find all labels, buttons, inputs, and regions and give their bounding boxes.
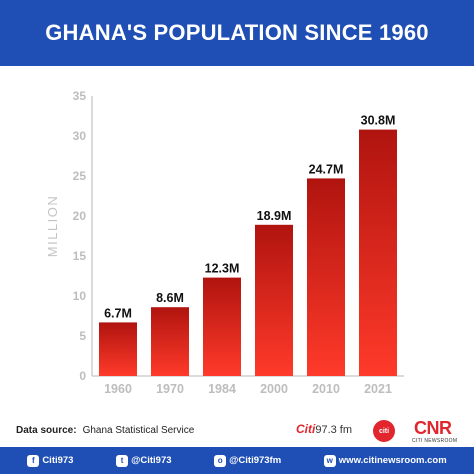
bar: [99, 322, 137, 376]
x-tick-label: 1984: [208, 382, 236, 396]
data-source: Data source: Ghana Statistical Service: [16, 425, 194, 436]
x-tick-label: 1970: [156, 382, 184, 396]
y-tick-label: 0: [79, 369, 86, 383]
citi-logo: Citi97.3 fm: [296, 422, 352, 436]
facebook-handle: Citi973: [42, 455, 74, 466]
data-label: 8.6M: [156, 291, 184, 305]
y-tick-label: 35: [73, 89, 87, 103]
bar-chart: 0 5 10 15 20 25 30 35 MILLION 6.7M 1960 8.6M 1970 12.…: [45, 89, 404, 396]
website-handle: www.citinewsroom.com: [338, 455, 447, 466]
logos: Citi97.3 fm citi CNR CITI NEWSROOM: [296, 418, 466, 444]
website-link[interactable]: w www.citinewsroom.com: [323, 454, 447, 467]
bar: [359, 129, 397, 376]
data-label: 24.7M: [309, 162, 344, 176]
facebook-icon: f: [27, 454, 40, 467]
data-source-value: Ghana Statistical Service: [82, 425, 195, 436]
title-banner: GHANA'S POPULATION SINCE 1960: [0, 0, 474, 66]
x-tick-label: 2000: [260, 382, 288, 396]
chart-title: GHANA'S POPULATION SINCE 1960: [45, 20, 429, 45]
y-tick-label: 20: [73, 209, 87, 223]
data-label: 30.8M: [361, 114, 396, 128]
y-tick-label: 15: [73, 249, 87, 263]
instagram-handle: @Citi973fm: [229, 455, 282, 466]
x-tick-label: 2010: [312, 382, 340, 396]
citi-logo-text: Citi: [296, 422, 316, 436]
bar: [307, 178, 345, 376]
facebook-link[interactable]: f Citi973: [27, 454, 74, 467]
data-source-label: Data source:: [16, 425, 77, 436]
citi-badge-logo: citi: [373, 420, 395, 442]
social-footer: f Citi973 t @Citi973 o @Citi973fm w www.citi…: [0, 447, 474, 474]
bar: [255, 224, 293, 376]
cnr-subtitle: CITI NEWSROOM: [412, 438, 458, 444]
twitter-link[interactable]: t @Citi973: [116, 454, 172, 467]
twitter-handle: @Citi973: [131, 455, 172, 466]
y-tick-label: 25: [73, 169, 87, 183]
y-tick-label: 30: [73, 129, 87, 143]
y-axis-label: MILLION: [45, 195, 60, 258]
data-label: 18.9M: [257, 209, 292, 223]
instagram-link[interactable]: o @Citi973fm: [214, 454, 282, 467]
bar: [203, 277, 241, 376]
x-tick-label: 1960: [104, 382, 132, 396]
x-tick-label: 2021: [364, 382, 392, 396]
y-tick-label: 5: [79, 329, 86, 343]
y-tick-label: 10: [73, 289, 87, 303]
cnr-logo: CNR: [414, 418, 452, 438]
globe-icon: w: [323, 454, 336, 467]
data-label: 6.7M: [104, 306, 132, 320]
bar: [151, 307, 189, 376]
twitter-icon: t: [116, 454, 129, 467]
instagram-icon: o: [214, 454, 227, 467]
citi-fm-text: 97.3 fm: [315, 424, 353, 436]
data-label: 12.3M: [205, 262, 240, 276]
